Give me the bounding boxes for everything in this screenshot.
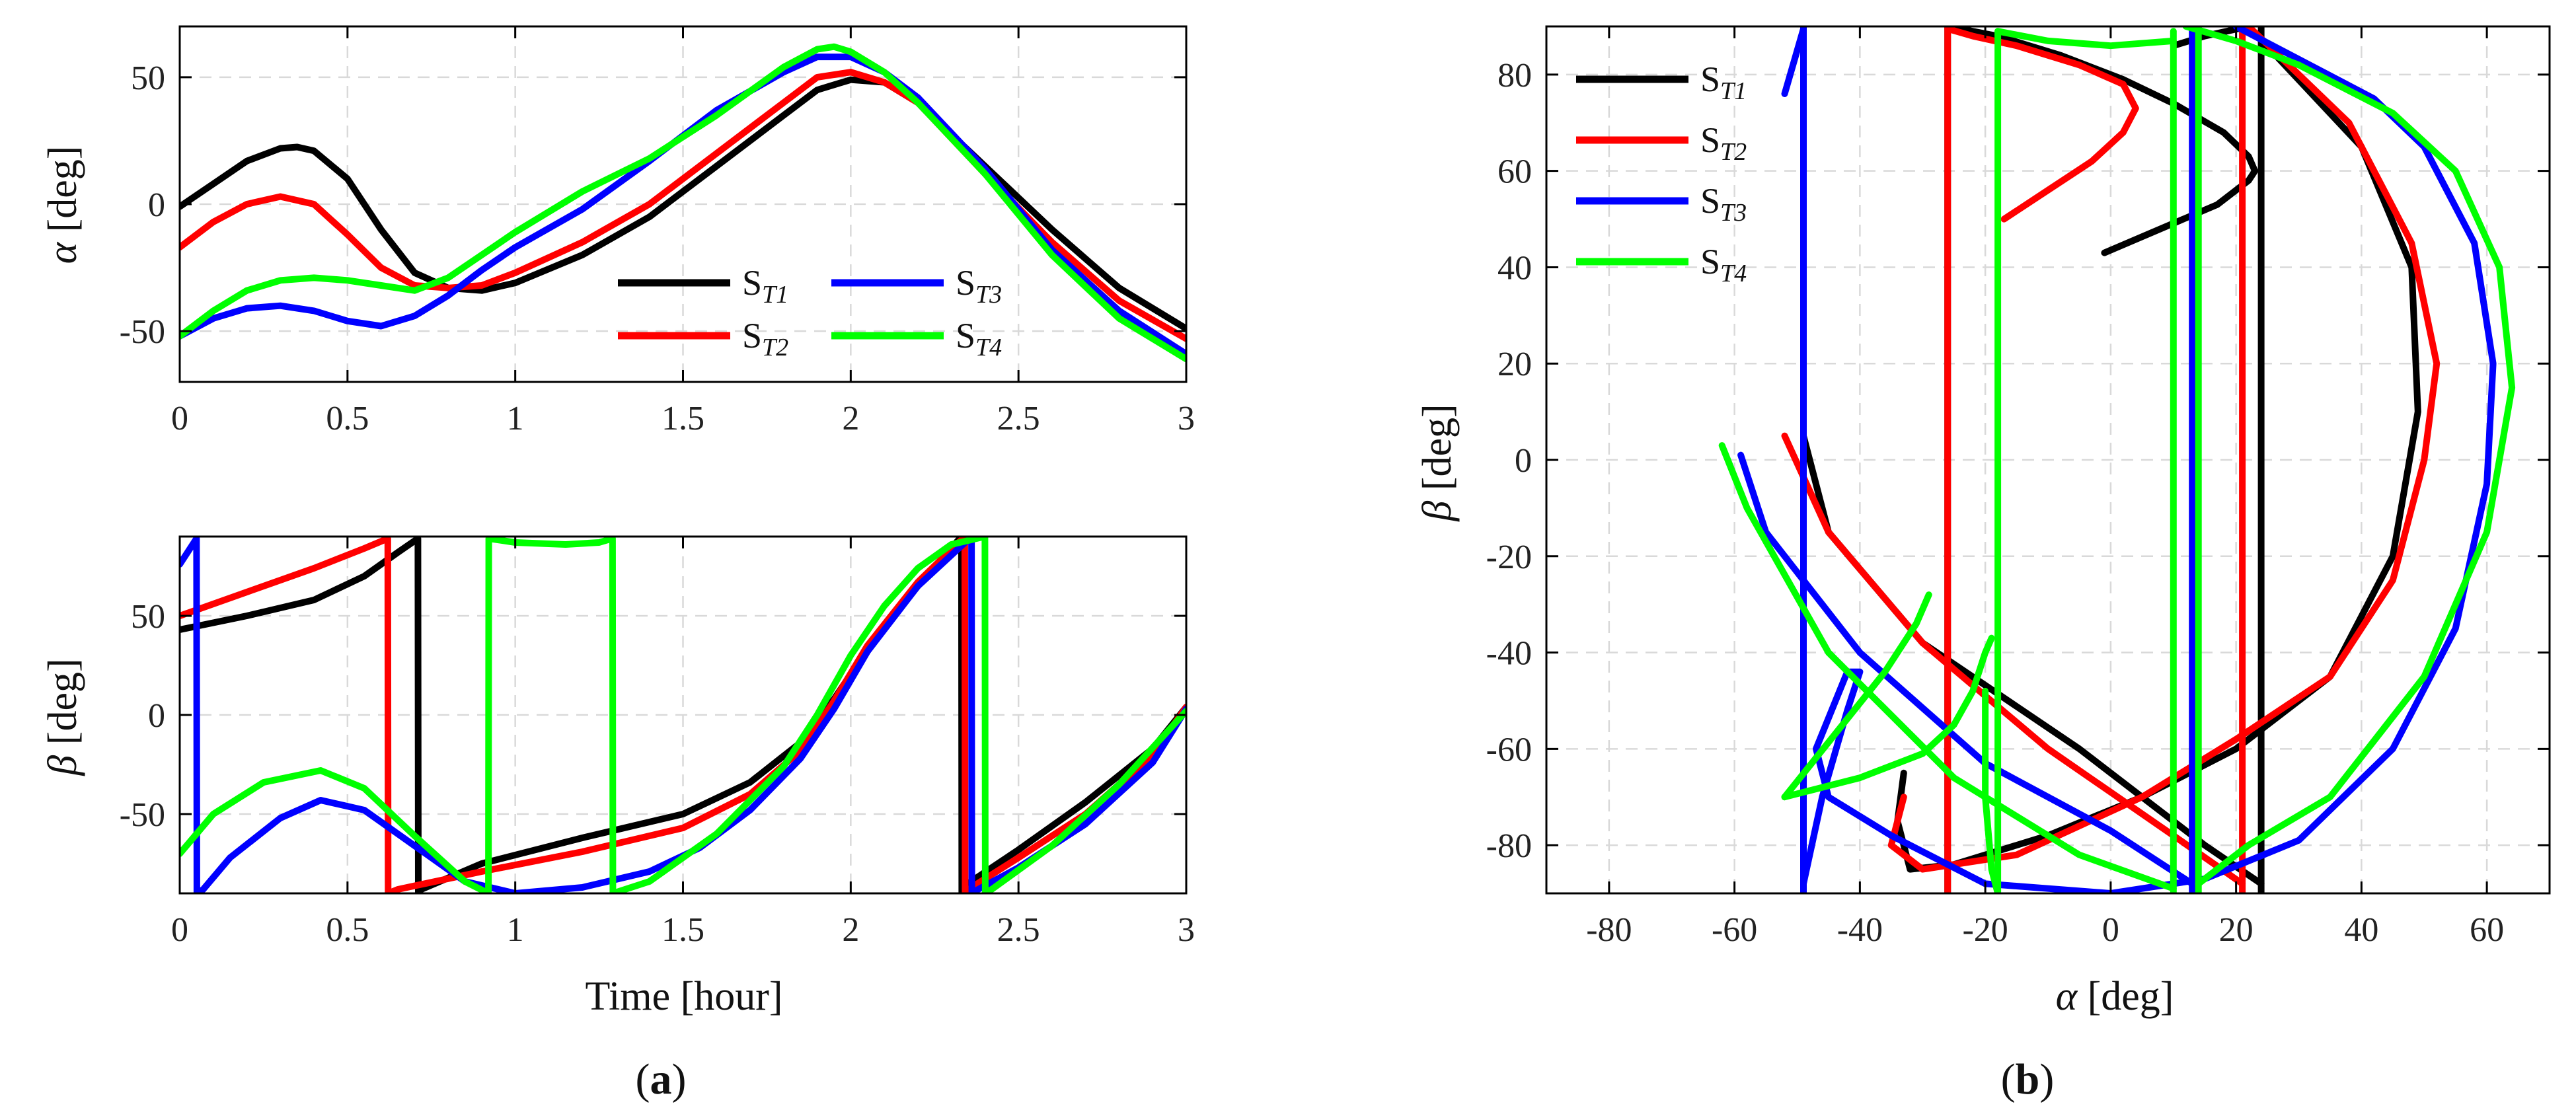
beta-alpha-legend: ST1 ST2 ST3 ST4 xyxy=(1576,59,1747,287)
series-line-st4 xyxy=(1781,591,1932,801)
beta-alpha-ytick-label: 60 xyxy=(1497,153,1532,191)
alpha-time-xtick-label: 2.5 xyxy=(997,400,1040,437)
series-st4 xyxy=(180,43,1186,363)
alpha-time-xtick-label: 1 xyxy=(507,400,524,437)
legend-label-st1: ST1 xyxy=(742,263,788,309)
alpha-time-legend: ST1 ST2 ST3 ST4 xyxy=(618,263,1002,361)
beta-time-ytick-label: 0 xyxy=(148,697,165,735)
alpha-time-plot: 0 0.5 1 1.5 2 2.5 3 -50 0 50 α [deg] ST1 ST2 ST3 ST4 xyxy=(40,25,1195,437)
beta-alpha-ytick-label: 40 xyxy=(1497,249,1532,287)
beta-time-xtick-label: 2.5 xyxy=(997,911,1040,949)
alpha-time-ylabel: α [deg] xyxy=(40,146,85,264)
panel-caption-a: (a) xyxy=(636,1055,687,1103)
beta-time-xtick-label: 1.5 xyxy=(662,911,704,949)
beta-alpha-ytick-label: 80 xyxy=(1497,57,1532,94)
beta-alpha-xtick-label: 20 xyxy=(2219,911,2254,949)
alpha-time-xtick-label: 2 xyxy=(842,400,859,437)
beta-alpha-ytick-label: -80 xyxy=(1486,827,1532,865)
series-line-st3 xyxy=(1737,451,2196,887)
beta-time-xtick-label: 0 xyxy=(171,911,188,949)
alpha-time-xtick-label: 0.5 xyxy=(326,400,369,437)
beta-alpha-grid xyxy=(1546,26,2550,893)
beta-alpha-ylabel: β [deg] xyxy=(1415,404,1460,521)
legend-label-st3: ST3 xyxy=(956,263,1002,309)
beta-time-xtick-label: 0.5 xyxy=(326,911,369,949)
beta-alpha-ytick-label: 20 xyxy=(1497,346,1532,383)
beta-alpha-xlabel: α [deg] xyxy=(2056,974,2174,1019)
beta-alpha-xtick-label: 40 xyxy=(2344,911,2378,949)
beta-time-ylabel: β [deg] xyxy=(40,658,85,776)
beta-time-ticks: 0 0.5 1 1.5 2 2.5 3 -50 0 50 xyxy=(120,537,1195,949)
beta-time-ytick-label: 50 xyxy=(131,598,165,636)
beta-alpha-ytick-label: -20 xyxy=(1486,539,1532,576)
alpha-time-ticks: 0 0.5 1 1.5 2 2.5 3 -50 0 50 xyxy=(120,26,1195,437)
beta-time-plot: 0 0.5 1 1.5 2 2.5 3 -50 0 50 β [deg] Time [hour] xyxy=(40,535,1195,1019)
beta-alpha-plot: -80 -60 -40 -20 0 20 40 60 -80 -60 -40 -20 0 20 40 60 80… xyxy=(1415,25,2551,1019)
beta-time-ytick-label: -50 xyxy=(120,796,165,834)
series-line-st4 xyxy=(1994,28,2177,50)
series-line-st4 xyxy=(1718,442,2177,892)
series-line-st4 xyxy=(1781,634,1995,801)
beta-alpha-xtick-label: 60 xyxy=(2470,911,2504,949)
beta-alpha-ytick-label: -60 xyxy=(1486,731,1532,768)
alpha-time-xtick-label: 1.5 xyxy=(662,400,704,437)
beta-time-xlabel: Time [hour] xyxy=(585,974,782,1019)
series-line-st4 xyxy=(2182,26,2516,887)
alpha-time-ytick-label: -50 xyxy=(120,313,165,351)
series-line-st4 xyxy=(180,537,1186,893)
panel-caption-b: (b) xyxy=(2001,1055,2055,1103)
alpha-time-ytick-label: 50 xyxy=(131,59,165,97)
legend-label-st2: ST2 xyxy=(742,316,788,361)
series-line-st2 xyxy=(1887,26,2441,873)
beta-alpha-xtick-label: -40 xyxy=(1837,911,1883,949)
beta-time-xtick-label: 1 xyxy=(507,911,524,949)
beta-alpha-ticks: -80 -60 -40 -20 0 20 40 60 -80 -60 -40 -20 0 20 40 60 80 xyxy=(1486,26,2550,949)
beta-time-xtick-label: 2 xyxy=(842,911,859,949)
beta-alpha-xtick-label: -20 xyxy=(1962,911,2008,949)
alpha-time-series xyxy=(180,43,1186,363)
series-line-st4 xyxy=(180,43,1186,363)
alpha-time-xtick-label: 0 xyxy=(171,400,188,437)
legend-label-st4: ST4 xyxy=(956,316,1002,361)
legend-label-st3: ST3 xyxy=(1700,181,1747,227)
legend-label-st1: ST1 xyxy=(1700,59,1747,105)
legend-label-st2: ST2 xyxy=(1700,120,1747,166)
beta-alpha-xtick-label: -60 xyxy=(1712,911,1757,949)
series-line-st3 xyxy=(180,54,1186,357)
legend-label-st4: ST4 xyxy=(1700,242,1747,287)
series-st4 xyxy=(1718,26,2516,893)
alpha-time-xtick-label: 3 xyxy=(1178,400,1195,437)
beta-alpha-ytick-label: 0 xyxy=(1515,442,1532,480)
beta-alpha-series xyxy=(1718,26,2516,893)
beta-alpha-xtick-label: -80 xyxy=(1586,911,1632,949)
beta-alpha-ytick-label: -40 xyxy=(1486,635,1532,673)
alpha-time-ytick-label: 0 xyxy=(148,186,165,224)
beta-alpha-xtick-label: 0 xyxy=(2102,911,2119,949)
beta-time-series xyxy=(180,537,1186,893)
series-st3 xyxy=(180,54,1186,357)
series-st4 xyxy=(180,537,1186,893)
beta-time-xtick-label: 3 xyxy=(1178,911,1195,949)
